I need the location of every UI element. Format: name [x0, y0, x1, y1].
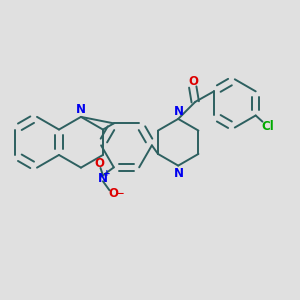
- Text: O: O: [188, 75, 198, 88]
- Text: N: N: [76, 103, 86, 116]
- Text: Cl: Cl: [262, 119, 275, 133]
- Text: N: N: [174, 105, 184, 118]
- Text: −: −: [116, 190, 123, 199]
- Text: O: O: [94, 157, 104, 170]
- Text: N: N: [98, 172, 108, 185]
- Text: O: O: [109, 188, 119, 200]
- Text: +: +: [103, 169, 111, 178]
- Text: N: N: [174, 167, 184, 180]
